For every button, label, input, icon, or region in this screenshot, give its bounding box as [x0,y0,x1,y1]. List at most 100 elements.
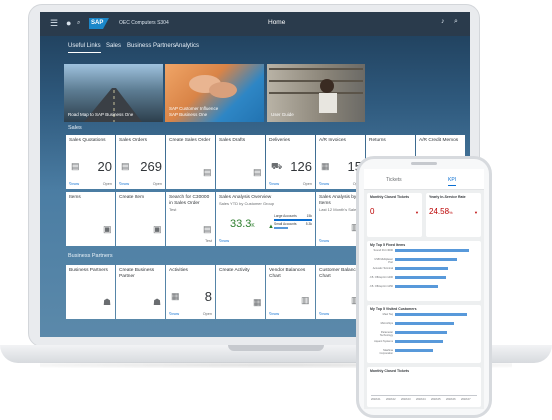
bar [395,258,458,261]
chart-monthly-closed-tickets-plot: 2018-01 2018-02 2018-03 2018-04 2018-05 2018-… [367,375,481,405]
tile-search-sales-order[interactable]: Search for C30000 in Sales Order Test ▤ … [166,192,215,246]
menu-icon[interactable]: ☰ [50,18,59,28]
trend-down-icon: ▼ [415,210,419,215]
laptop-shadow [40,362,512,368]
tab-kpi[interactable]: KPI [448,177,457,186]
tile-business-partners[interactable]: Business Partners ☗ [66,265,115,319]
document-icon: ▤ [71,161,80,171]
tile-sales-drafts[interactable]: Sales Drafts ▤ [216,135,265,189]
chart-top-visited-customers[interactable]: My Top 5 Visited Customers Maxi Teq Micro… [367,305,481,363]
bar-label: Mashina Corporation [379,349,393,355]
bar [395,249,469,252]
bar-label: J.B. Officeprint 1250 [369,285,393,288]
chart-top-fixed-items-plot: Sound Port 3000 USB Multiplexer Port Acous… [367,249,481,299]
tile-sales-analysis-overview[interactable]: Sales Analysis Overview Sales YTD by Cus… [216,192,315,246]
trend-up-icon: ▲ [268,224,274,230]
bar [395,267,448,270]
library-image [269,68,363,113]
tile-sales-quotations[interactable]: Sales Quotations ▤ 20 ↻now Open [66,135,115,189]
banner-road-map-label: Road Map to SAP Business One [68,112,134,117]
banner-user-guide[interactable]: User Guide [267,64,365,122]
tile-refresh: ↻now [69,182,80,186]
calendar-icon: ▦ [253,297,262,307]
bar-label: Acoustic Terminal [372,267,393,270]
tile-items[interactable]: Items ▣ [66,192,115,246]
bar [395,349,434,352]
user-add-icon: ☗ [153,297,162,307]
document-icon: ▤ [253,167,262,177]
document-icon: ▤ [203,224,212,234]
chart-top-visited-customers-plot: Maxi Teq Microchips Parameter Technology Aq… [367,313,481,361]
tile-create-item[interactable]: Create Item ▣ [116,192,165,246]
bar-label: Maxi Teq [382,313,393,316]
document-icon: ▤ [203,167,212,177]
hands-image [189,75,237,98]
tile-sales-orders[interactable]: Sales Orders ▤ 269 ↻now Open [116,135,165,189]
chart-top-fixed-items[interactable]: My Top 5 Fixed Items Sound Port 3000 USB … [367,241,481,301]
company-name: OEC Computers S304 [119,20,169,26]
phone-screen: Tickets KPI Monthly Closed Tickets 0 ▼ Y… [364,169,484,409]
trend-down-icon: ▼ [474,210,478,215]
banner-customer-influence-label: SAP Customer Influence SAP Business One [169,106,219,117]
search-icon[interactable]: ⌕ [454,18,458,25]
notification-icon[interactable]: ♪ [441,18,445,25]
tab-useful-links[interactable]: Useful Links [68,43,101,53]
bar [395,276,447,279]
phone-speaker [411,162,437,165]
chart-icon: ▥ [301,295,310,305]
sales-legend: Large Accounts 15k Small Accounts 5.3k [274,214,312,230]
road-image [84,88,142,122]
phone-tab-bar: Tickets KPI [364,169,484,190]
sap-logo[interactable]: SAP [89,18,109,29]
box-icon: ▣ [103,224,112,234]
laptop-notch [228,345,324,351]
tile-create-activity[interactable]: Create Activity ▦ [216,265,265,319]
tick-label: 2018-01 [371,398,381,401]
chart-icon: ▥ [351,222,360,233]
bar [395,313,467,316]
calendar-icon: ▦ [171,291,180,301]
shell-bar: ☰ ● ⌕ SAP OEC Computers S304 Home ♪ ⌕ [40,12,470,36]
page-title: Home [268,19,286,26]
kpi-monthly-closed-tickets[interactable]: Monthly Closed Tickets 0 ▼ [367,193,422,237]
bar-label: Sound Port 3000 [373,249,393,252]
bar [395,340,443,343]
truck-icon: ⛟ [271,161,283,171]
bar [395,285,439,288]
tile-vendor-balances[interactable]: Vendor Balances Chart ▥ ↻now [266,265,315,319]
tile-activities[interactable]: Activities ▦ 8 ↻now Open [166,265,215,319]
tile-create-sales-order[interactable]: Create Sales Order ▤ [166,135,215,189]
user-icon[interactable]: ● [66,18,72,28]
box-icon: ▣ [153,224,162,234]
tab-analytics[interactable]: Analytics [175,43,200,49]
chart-monthly-closed-tickets[interactable]: Monthly Closed Tickets 2018-01 2018-02 201… [367,367,481,407]
bar [395,322,455,325]
phone-device: Tickets KPI Monthly Closed Tickets 0 ▼ Y… [356,156,492,418]
tick-label: 2018-02 [386,398,396,401]
tick-label: 2018-07 [461,398,471,401]
bar [395,331,447,334]
tick-label: 2018-03 [401,398,411,401]
sales-group-title: Sales [68,125,82,131]
tile-create-business-partner[interactable]: Create Business Partner ☗ [116,265,165,319]
bar-label: USB Multiplexer Port [374,258,393,264]
banner-road-map[interactable]: Road Map to SAP Business One [64,64,163,122]
tile-count: 20 [97,159,112,174]
bar-label: Aquent Systems [374,340,393,343]
banner-customer-influence[interactable]: SAP Customer Influence SAP Business One [165,64,264,122]
tile-deliveries[interactable]: Deliveries ⛟ 126 ↻now Open [266,135,315,189]
users-icon: ☗ [103,297,112,307]
tick-label: 2018-04 [416,398,426,401]
tick-label: 2018-05 [431,398,441,401]
search-icon[interactable]: ⌕ [77,20,81,26]
banner-user-guide-label: User Guide [271,112,294,117]
bar-label: J.B. Officeprint 1400 [369,276,393,279]
bar-label: Parameter Technology [379,331,393,337]
kpi-yearly-in-service-rate[interactable]: Yearly In-Service Rate 24.58% ▼ [426,193,481,237]
tab-sales[interactable]: Sales [106,43,122,49]
bar-label: Microchips [380,322,393,325]
tab-business-partners[interactable]: Business Partners [127,43,176,49]
tick-label: 2018-06 [446,398,456,401]
tab-tickets[interactable]: Tickets [386,177,402,183]
chart-icon: ▥ [351,295,360,306]
